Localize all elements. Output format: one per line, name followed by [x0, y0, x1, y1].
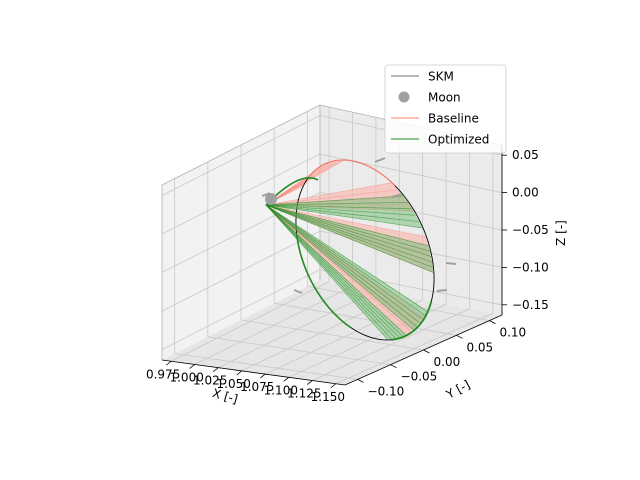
x-tick-label: 1.100 [264, 383, 298, 397]
optimized-trajectory [265, 204, 433, 263]
optimized-trajectory [265, 204, 435, 273]
y-tick [423, 349, 430, 354]
optimized-trajectory [265, 204, 434, 268]
x-tick [212, 367, 219, 372]
optimized-trajectory [265, 201, 408, 206]
skm-marker [293, 289, 303, 294]
trajectory-layer [261, 157, 457, 341]
x-tick-label: 1.000 [169, 370, 203, 384]
optimized-trajectory [265, 204, 424, 229]
x-tick-label: 1.025 [193, 374, 227, 388]
x-tick-label: 1.050 [217, 377, 251, 391]
y-axis: −0.10−0.050.000.050.10 Y [-] [344, 314, 526, 402]
z-tick-label: 0.05 [512, 148, 539, 162]
x-axis-label: X [-] [211, 386, 240, 407]
legend-optimized-label: Optimized [428, 133, 489, 147]
z-tick-label: −0.05 [512, 223, 549, 237]
z-tick-label: −0.10 [512, 260, 549, 274]
optimized-trajectory [265, 204, 393, 340]
optimized-trajectory [265, 204, 418, 327]
optimized-trajectory [265, 204, 432, 257]
optimized-trajectory [265, 204, 420, 324]
x-tick [236, 370, 242, 376]
grid-y-floor [174, 353, 358, 380]
optimized-trajectory [265, 204, 416, 216]
y-tick-label: −0.05 [401, 370, 438, 384]
legend-moon-swatch [398, 91, 410, 103]
optimized-trajectory [265, 204, 412, 210]
legend-frame [384, 64, 507, 154]
y-tick [357, 379, 364, 383]
optimized-bottom-arc [391, 300, 433, 341]
z-tick-label: −0.15 [512, 298, 549, 312]
x-tick-label: 1.150 [311, 390, 345, 404]
optimized-trajectory [265, 204, 431, 252]
grid-y-floor [240, 319, 424, 351]
baseline-trajectory [265, 204, 412, 332]
x-tick-label: 0.975 [146, 367, 180, 381]
y-tick [390, 364, 397, 369]
optimized-trajectory [265, 204, 430, 247]
grid-y-floor [207, 336, 391, 366]
x-tick [260, 373, 266, 379]
optimized-trajectory [265, 204, 400, 338]
x-tick [307, 380, 313, 385]
optimized-trajectory [265, 204, 396, 339]
grid-y-floor [274, 302, 457, 336]
y-tick [456, 334, 463, 339]
y-tick-label: 0.00 [434, 355, 461, 369]
x-tick [189, 364, 195, 369]
baseline-trajectory [265, 204, 427, 238]
y-tick-label: −0.10 [368, 384, 405, 398]
optimized-trajectory [265, 195, 405, 206]
optimized-trajectory [265, 204, 426, 316]
x-tick [330, 383, 337, 389]
legend-skm-label: SKM [428, 70, 454, 84]
x-axis: 0.9751.0001.0251.0501.0751.1001.1251.150… [146, 359, 346, 407]
baseline-trajectory [265, 189, 398, 206]
skm-marker [445, 262, 457, 265]
optimized-trajectory [265, 204, 420, 223]
x-tick-label: 1.125 [287, 387, 321, 401]
y-tick [489, 320, 496, 324]
optimized-trajectory [265, 204, 407, 336]
optimized-trajectory [265, 204, 415, 331]
skm-marker [374, 157, 386, 163]
z-tick-label: 0.00 [512, 186, 539, 200]
z-axis-label: Z [-] [554, 220, 568, 246]
moon-marker [265, 193, 277, 205]
baseline-orbit-arc [308, 159, 396, 187]
x-tick [283, 377, 290, 382]
y-tick-label: 0.10 [499, 326, 526, 340]
baseline-trajectory [265, 182, 392, 206]
legend-moon-label: Moon [428, 91, 461, 105]
optimized-trajectory [265, 204, 403, 337]
x-axis-line [161, 359, 346, 386]
legend-baseline-label: Baseline [428, 112, 479, 126]
optimized-trajectory [265, 204, 423, 320]
optimized-orbit-arc [296, 235, 352, 329]
skm-marker [391, 193, 403, 198]
optimized-trajectory [265, 204, 428, 312]
x-tick-label: 1.075 [240, 380, 274, 394]
skm-marker [436, 289, 448, 292]
x-tick [165, 360, 172, 366]
z-axis: −0.15 −0.10 −0.05 0.00 0.05 Z [-] [501, 145, 568, 315]
optimized-trajectory [265, 204, 389, 341]
y-tick-label: 0.05 [466, 340, 493, 354]
legend: SKM Moon Baseline Optimized [384, 64, 507, 154]
